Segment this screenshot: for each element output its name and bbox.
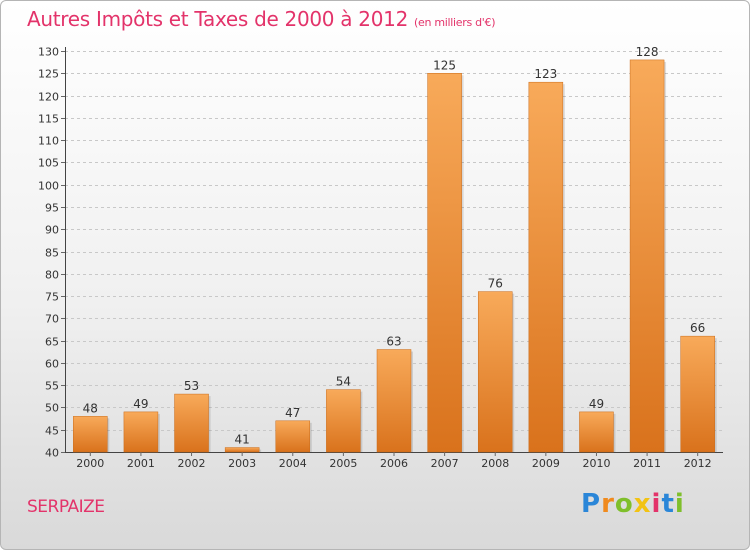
proxiti-logo: Proxiti [581,489,685,519]
chart-title-text: Autres Impôts et Taxes de 2000 à 2012 [27,7,408,31]
y-tick-label: 45 [45,425,59,438]
bar-value-label: 53 [184,379,199,393]
bar [73,416,108,453]
commune-name: SERPAIZE [27,497,105,517]
y-tick-label: 105 [38,157,59,170]
bar [427,73,462,453]
y-tick-label: 60 [45,358,59,371]
bar [224,447,260,453]
bar-value-label: 125 [433,58,456,72]
y-tick-label: 130 [38,46,59,59]
logo-letter: i [674,489,685,519]
bar [629,59,665,453]
bar-value-label: 41 [235,433,250,447]
bar [326,389,361,453]
x-tick-label: 2011 [633,457,661,470]
y-tick-label: 90 [45,224,59,237]
y-tick-label: 50 [45,402,59,415]
bar [174,393,209,453]
x-tick-label: 2010 [582,457,610,470]
x-tick-label: 2002 [178,457,206,470]
y-tick-label: 120 [38,91,59,104]
x-tick-label: 2005 [329,457,357,470]
bar-value-label: 123 [534,67,557,81]
chart-unit: (en milliers d'€) [414,16,496,29]
bar-value-label: 66 [690,321,705,335]
x-tick-label: 2008 [481,457,509,470]
x-tick-label: 2009 [532,457,560,470]
y-tick-label: 100 [38,180,59,193]
x-tick-label: 2000 [76,457,104,470]
bar-value-label: 49 [589,397,604,411]
y-tick-label: 40 [45,447,59,460]
bar [680,335,715,453]
logo-letter: i [651,489,662,519]
axes [61,47,723,456]
x-tick-label: 2007 [431,457,459,470]
bar-value-label: 54 [336,375,351,389]
y-tick-label: 110 [38,135,59,148]
y-tick-label: 85 [45,247,59,260]
logo-letter: P [581,489,602,519]
bar-value-label: 48 [83,401,98,415]
x-tick-label: 2001 [127,457,155,470]
bar-value-label: 49 [133,397,148,411]
logo-letter: r [601,489,615,519]
x-tick-label: 2012 [684,457,712,470]
labels: 40 45 50 55 60 65 70 75 80 85 90 95 100 105 110 115 120 1… [38,45,712,470]
x-tick-label: 2004 [279,457,307,470]
y-tick-label: 65 [45,336,59,349]
y-tick-label: 70 [45,313,59,326]
y-tick-label: 80 [45,269,59,282]
bar [376,349,412,453]
bar [275,420,311,453]
bar-value-label: 76 [488,277,503,291]
y-tick-label: 115 [38,113,59,126]
y-tick-label: 75 [45,291,59,304]
x-tick-label: 2003 [228,457,256,470]
logo-letter: x [633,489,652,519]
bar-value-label: 63 [386,335,401,349]
logo-letter: t [661,489,675,519]
x-tick-label: 2006 [380,457,408,470]
bar [123,411,159,453]
bar [477,291,513,453]
logo-letter: o [614,489,634,519]
chart-title: Autres Impôts et Taxes de 2000 à 2012 (en… [27,7,495,31]
y-tick-label: 95 [45,202,59,215]
bar-value-label: 47 [285,406,300,420]
bar [579,411,614,453]
y-tick-label: 125 [38,68,59,81]
y-tick-label: 55 [45,380,59,393]
bar-value-label: 128 [636,45,659,59]
bar [528,81,564,453]
bars [73,59,717,453]
